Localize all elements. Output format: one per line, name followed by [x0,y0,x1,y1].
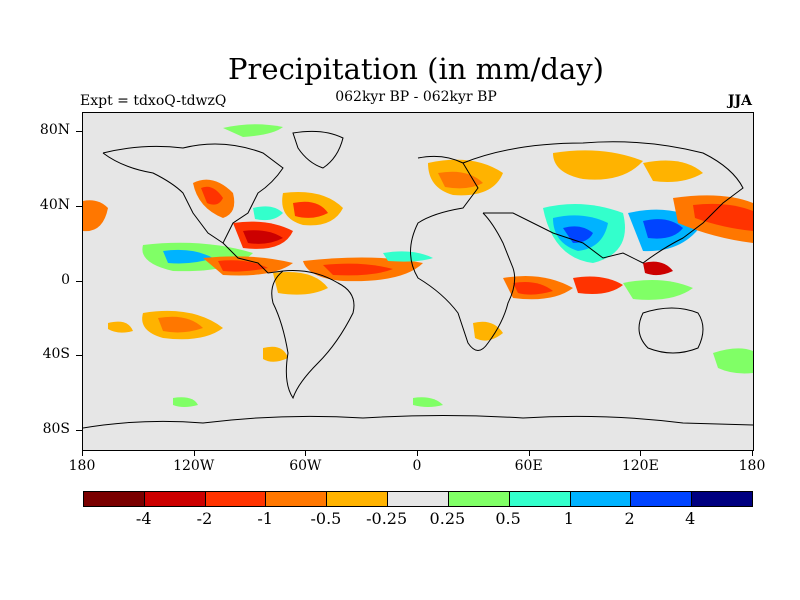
lon-tick-mark [417,450,418,456]
colorbar-label: -4 [135,509,152,528]
colorbar-label: 1 [563,509,574,528]
precip-anomaly-map [83,124,753,429]
lon-tick-label: 0 [412,458,422,474]
colorbar-label: 0.25 [429,509,466,528]
plot-subtitle: 062kyr BP - 062kyr BP [335,89,497,105]
colorbar [83,491,753,507]
coastlines [83,130,753,429]
lat-tick-mark [76,205,82,207]
colorbar-swatch [570,492,632,506]
colorbar-label: 2 [624,509,635,528]
lon-tick-mark [305,450,307,456]
colorbar-label: -0.5 [310,509,342,528]
colorbar-swatch [509,492,571,506]
lat-tick-label: 40S [42,346,70,363]
lon-tick-mark [752,450,753,456]
colorbar-swatch [266,492,328,506]
colorbar-label: 0.5 [495,509,521,528]
lon-tick-label: 120W [173,458,215,474]
anomaly-fields [83,124,753,407]
lon-tick-mark [82,450,83,456]
lat-tick-mark [76,430,82,432]
colorbar-swatch [692,492,752,506]
lon-tick-mark [528,450,530,456]
map-panel [82,112,754,451]
lat-tick-label: 0 [61,271,70,288]
lon-tick-label: 180 [68,458,96,474]
lon-tick-mark [193,450,195,456]
season-label: JJA [727,93,752,109]
lat-tick-mark [76,130,82,132]
lat-tick-mark [76,280,82,282]
lat-tick-label: 80S [42,421,70,438]
colorbar-swatch [631,492,693,506]
colorbar-label: 4 [685,509,696,528]
colorbar-swatch [84,492,145,506]
colorbar-label: -0.25 [366,509,408,528]
colorbar-swatch [205,492,267,506]
lon-tick-label: 180 [738,458,766,474]
lat-tick-label: 40N [39,196,70,213]
lon-tick-label: 120E [621,458,659,474]
lon-tick-label: 60E [514,458,543,474]
experiment-label: Expt = tdxoQ-tdwzQ [80,93,227,109]
colorbar-swatch [327,492,389,506]
plot-title: Precipitation (in mm/day) [228,52,604,86]
colorbar-swatch [144,492,206,506]
lon-tick-label: 60W [289,458,322,474]
colorbar-swatch [448,492,510,506]
colorbar-swatch [388,492,449,506]
lat-tick-mark [76,355,82,357]
colorbar-label: -2 [196,509,213,528]
lat-tick-label: 80N [39,121,70,138]
colorbar-label: -1 [257,509,273,528]
lon-tick-mark [640,450,642,456]
